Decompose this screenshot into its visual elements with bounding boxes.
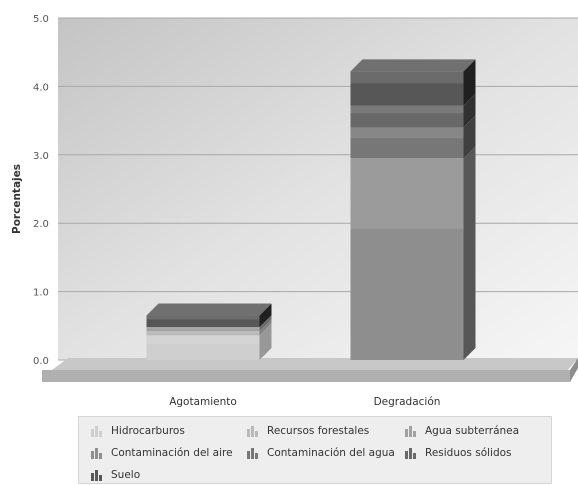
y-tick-label: 1.0 [33,288,49,299]
bar-segment-side [259,315,272,332]
legend-label: Contaminación del aire [111,447,233,459]
legend: Hidrocarburos Recursos forestales Agua s… [78,416,552,484]
bar-segment [146,335,260,360]
y-tick-label: 5.0 [33,14,49,25]
bar-segment-side [463,59,476,106]
y-axis-label: Porcentajes [11,164,23,234]
floor-top [52,358,578,370]
bar-segment-highlight [350,71,464,84]
bar-chart-icon [247,425,259,437]
floor-front [42,370,570,382]
bar-segment-highlight [146,335,260,344]
bar-chart-icon [91,425,103,437]
bar-segment-side [259,323,272,360]
bar-segment-highlight [350,127,464,139]
bar-segment-highlight [146,327,260,329]
bar-segment [146,331,260,336]
bar-top [146,303,272,316]
bar-segment-highlight [146,331,260,333]
bar-segment [350,71,464,106]
bar-chart-icon [91,447,103,459]
bar-segment [350,105,464,128]
bar-segment [350,127,464,159]
legend-item: Contaminación del aire [91,445,233,461]
legend-label: Contaminación del agua [267,447,395,459]
legend-item: Contaminación del agua [247,445,395,461]
bar-segment [146,315,260,328]
y-tick-label: 0.0 [33,356,49,367]
bar-segment-highlight [146,315,260,320]
floor-side [570,358,578,382]
bar-chart-icon [405,425,417,437]
bar-segment-side [259,303,272,328]
y-tick-label: 4.0 [33,82,49,93]
legend-item: Suelo [91,467,140,483]
y-tick-label: 2.0 [33,219,49,230]
bar-chart-icon [405,447,417,459]
legend-label: Residuos sólidos [425,447,512,459]
bar-segment-highlight [350,158,464,229]
x-category-label: Agotamiento [169,396,237,408]
bar-segment-highlight [350,105,464,114]
bar-segment [350,158,464,360]
legend-label: Agua subterránea [425,425,520,437]
legend-item: Agua subterránea [405,423,519,439]
legend-item: Residuos sólidos [405,445,512,461]
bar-chart-icon [247,447,259,459]
legend-label: Suelo [111,469,141,481]
bar-segment-side [463,115,476,159]
legend-item: Recursos forestales [247,423,369,439]
bar-chart-icon [91,469,103,481]
bar-segment-side [463,146,476,360]
bar-segment-side [259,319,272,336]
legend-label: Hidrocarburos [111,425,185,437]
legend-item: Hidrocarburos [91,423,185,439]
bar-top [350,59,476,72]
plot-background [58,18,578,360]
legend-label: Recursos forestales [267,425,370,437]
bar-segment [146,327,260,332]
x-category-label: Degradación [374,396,441,408]
bar-segment-side [463,93,476,128]
y-tick-label: 3.0 [33,151,49,162]
